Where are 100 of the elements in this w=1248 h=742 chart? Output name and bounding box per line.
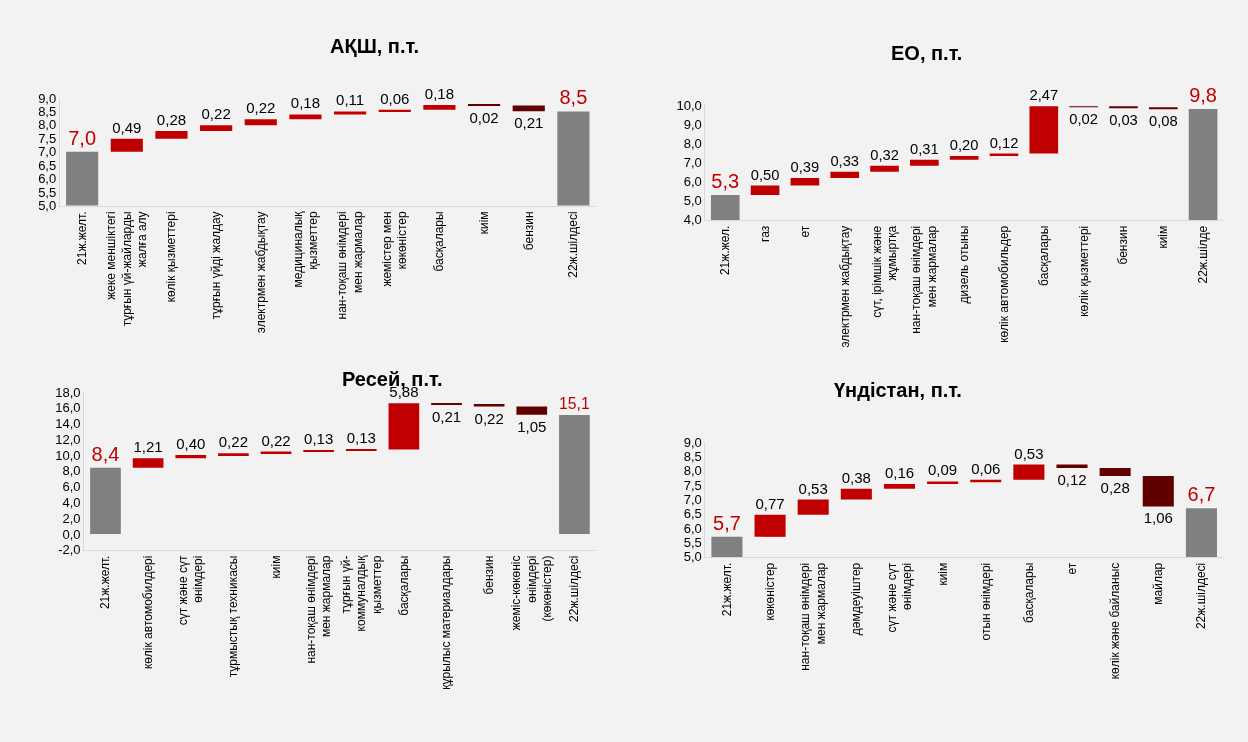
- data-label: 0,28: [1100, 479, 1130, 497]
- data-label: 0,22: [218, 433, 248, 451]
- y-tick-label: 10,0: [676, 97, 702, 113]
- x-tick-label: киім: [935, 562, 950, 586]
- y-tick-label: 5,5: [683, 535, 702, 551]
- y-tick-label: 6,0: [683, 174, 702, 190]
- x-tick-label: жеміс-көкөніс өнімдері (көкөністер): [509, 555, 555, 631]
- y-tick-label: 0,0: [62, 526, 81, 542]
- x-tick-label: бензин: [521, 211, 536, 251]
- y-tick-label: 14,0: [55, 416, 81, 432]
- bar: [388, 403, 420, 450]
- data-label: 0,09: [928, 461, 958, 479]
- x-tick-label: электрмен жабдықтау: [837, 225, 852, 348]
- bar: [303, 450, 334, 453]
- x-tick-label: көлік автомобильдер: [996, 225, 1011, 343]
- data-label: 0,21: [431, 408, 462, 426]
- bar: [1148, 107, 1178, 110]
- data-label: 0,40: [176, 435, 206, 453]
- x-tick-label: ет: [1064, 562, 1079, 575]
- y-tick-label: 7,0: [38, 144, 57, 160]
- x-tick-label: майлар: [1151, 562, 1166, 605]
- data-label: 0,02: [1069, 110, 1098, 127]
- x-tick-label: 21ж.желт.: [719, 562, 734, 617]
- x-tick-label: 22ж.шілде: [1195, 225, 1210, 284]
- data-label: 0,53: [1014, 444, 1044, 462]
- y-tick-label: 12,0: [55, 431, 81, 447]
- data-label: 1,05: [517, 417, 547, 435]
- bar: [870, 165, 899, 172]
- y-tick-label: 4,0: [62, 494, 81, 510]
- y-tick-label: 6,0: [683, 520, 702, 536]
- bar: [750, 185, 780, 196]
- data-label: 0,12: [989, 134, 1019, 151]
- chart-title: ЕО, п.т.: [891, 42, 963, 64]
- x-tick-label: құрылыс материалдары: [439, 555, 454, 690]
- data-label: 0,22: [261, 431, 291, 449]
- x-tick-label: басқалары: [396, 555, 411, 616]
- data-label: 0,50: [750, 166, 780, 183]
- x-tick-label: электрмен жабдықтау: [253, 211, 268, 334]
- data-label: 0,22: [474, 409, 504, 427]
- y-tick-label: 16,0: [55, 400, 81, 416]
- x-tick-label: бензин: [1116, 225, 1131, 265]
- data-label: 0,16: [884, 464, 915, 482]
- y-tick-label: 8,5: [683, 449, 702, 465]
- x-tick-label: 21ж.желт.: [98, 555, 113, 610]
- bar: [175, 455, 207, 459]
- x-tick-label: басқалары: [1036, 225, 1051, 286]
- x-tick-label: басқалары: [432, 211, 447, 272]
- x-tick-label: көкөністер: [762, 562, 777, 621]
- y-tick-label: 8,0: [683, 463, 702, 479]
- bar: [910, 159, 939, 166]
- data-label: 8,4: [91, 442, 120, 465]
- data-label: 0,06: [380, 89, 410, 107]
- bar: [473, 404, 505, 407]
- x-tick-label: киім: [476, 211, 491, 235]
- x-tick-label: көлік автомобилдері: [141, 555, 156, 670]
- data-label: 0,02: [469, 109, 499, 127]
- x-tick-label: көлік қызметтері: [164, 211, 179, 303]
- data-label: 15,1: [559, 394, 590, 412]
- data-label: 1,06: [1143, 509, 1173, 527]
- data-label: 0,49: [112, 118, 142, 136]
- x-tick-label: тұрғын үйді жалдау: [209, 211, 224, 320]
- data-label: 0,11: [336, 91, 365, 109]
- data-label: 0,08: [1148, 112, 1178, 129]
- data-label: 0,22: [246, 99, 276, 117]
- x-tick-label: 21ж.желт.: [75, 211, 90, 265]
- data-label: 0,18: [290, 94, 321, 112]
- x-tick-label: газ: [757, 225, 772, 242]
- y-tick-label: 6,5: [38, 157, 57, 173]
- x-tick-label: ет: [797, 225, 812, 238]
- y-tick-label: 8,0: [38, 117, 57, 133]
- data-label: 1,21: [133, 438, 163, 456]
- y-tick-label: 5,0: [683, 549, 702, 565]
- x-tick-label: тұрмыстық техникасы: [226, 555, 241, 678]
- data-label: 0,39: [790, 159, 820, 176]
- y-tick-label: 5,5: [38, 184, 57, 200]
- y-tick-label: 7,0: [683, 492, 702, 508]
- data-label: 0,38: [841, 468, 871, 486]
- data-label: 0,21: [514, 114, 544, 132]
- y-tick-label: 6,0: [38, 171, 57, 187]
- data-label: 6,7: [1187, 483, 1216, 506]
- x-tick-label: бензин: [482, 555, 497, 595]
- y-tick-label: -2,0: [58, 542, 81, 558]
- y-tick-label: 9,0: [38, 90, 57, 106]
- x-tick-label: 21ж.жел.: [718, 225, 733, 276]
- y-tick-label: 8,0: [62, 463, 81, 479]
- y-tick-label: 6,5: [683, 506, 702, 522]
- data-label: 2,47: [1029, 87, 1059, 104]
- bar: [345, 449, 377, 452]
- y-tick-label: 7,5: [38, 130, 57, 146]
- bar: [431, 403, 462, 406]
- y-tick-label: 18,0: [55, 384, 81, 400]
- data-label: 0,18: [424, 85, 455, 103]
- x-tick-label: отын өнімдері: [978, 562, 993, 641]
- data-label: 5,7: [713, 511, 741, 534]
- bar: [1109, 106, 1138, 109]
- y-tick-label: 4,0: [683, 212, 702, 228]
- bar: [218, 453, 249, 457]
- chart-title: АҚШ, п.т.: [330, 35, 420, 57]
- x-tick-label: 22ж.шілдесі: [566, 211, 581, 278]
- data-label: 0,53: [798, 479, 828, 497]
